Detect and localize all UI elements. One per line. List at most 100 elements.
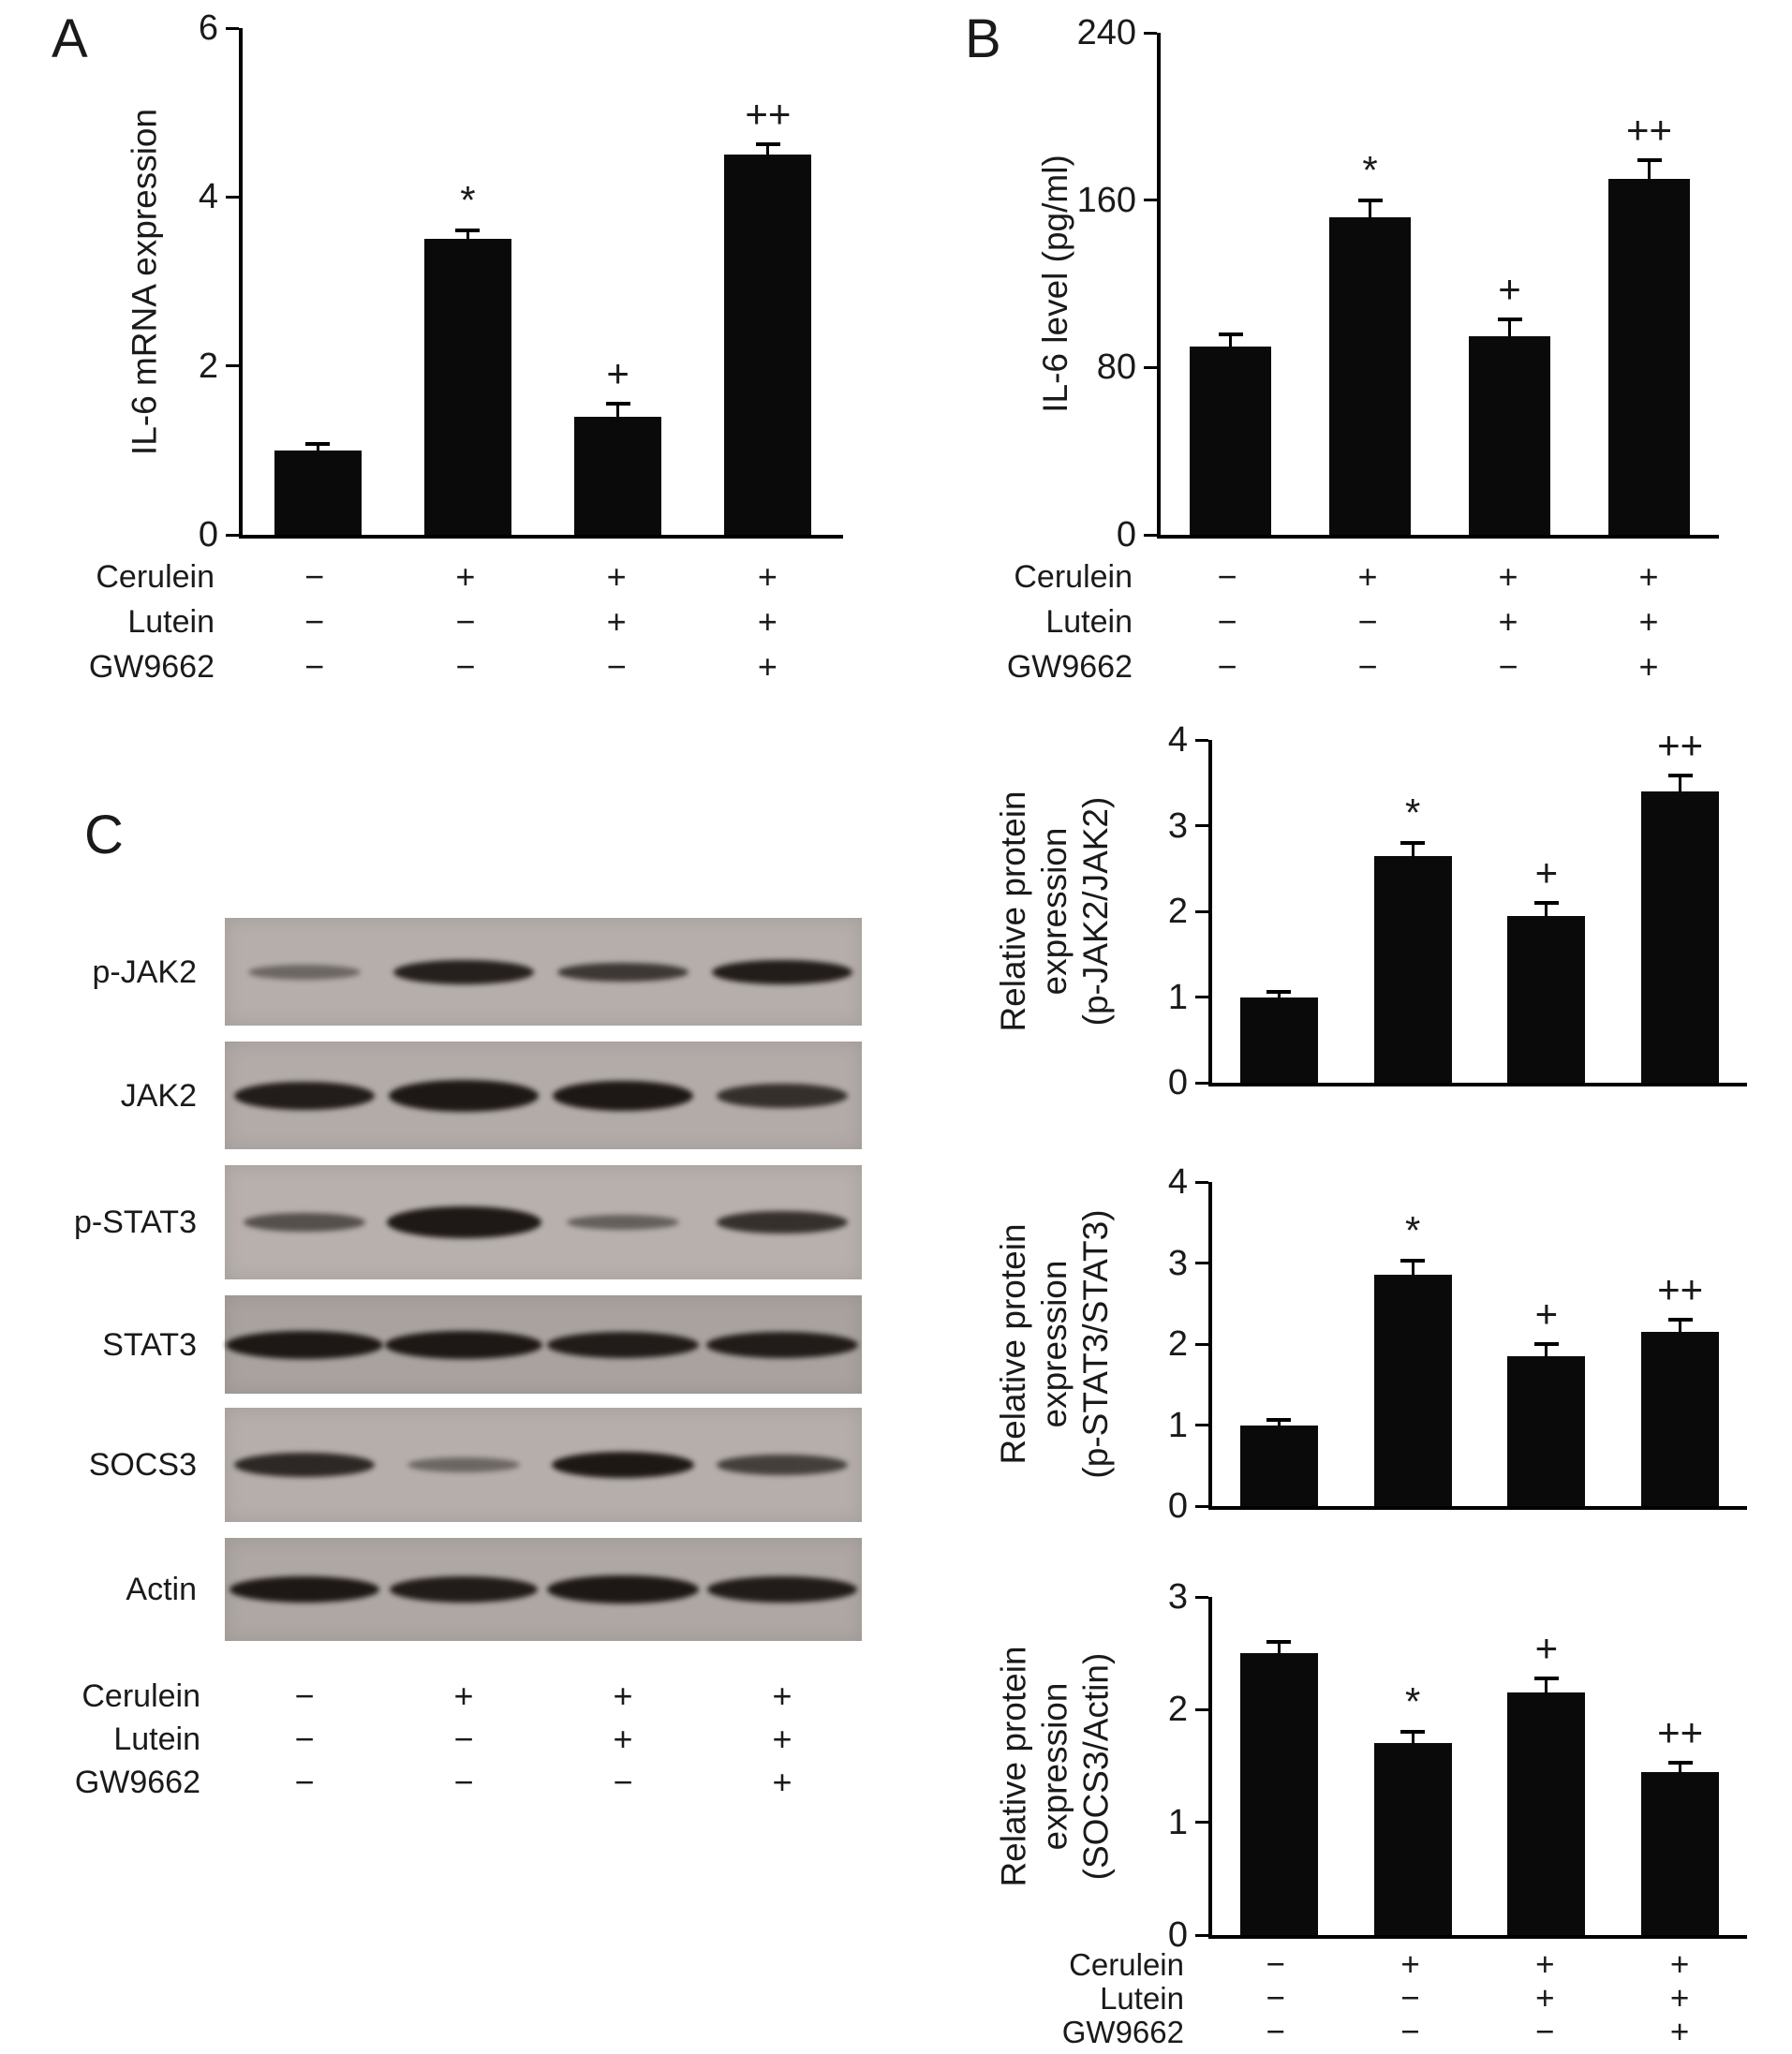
treatment-sign: −: [1400, 1980, 1420, 2017]
treatment-signs: − + + +: [239, 557, 843, 597]
protein-band: [234, 1081, 375, 1110]
treatment-sign: +: [772, 1763, 792, 1801]
treatment-signs: − − − +: [1157, 647, 1719, 687]
y-axis-label-line: expression: [1035, 1260, 1074, 1428]
error-bar-cap: [1497, 317, 1522, 321]
error-bar-line: [1679, 776, 1682, 791]
treatment-sign: +: [1357, 557, 1378, 596]
y-tick-label: 2: [198, 346, 218, 386]
protein-band: [717, 1455, 848, 1475]
treatment-sign: +: [1498, 602, 1518, 641]
protein-band: [717, 1083, 848, 1108]
treatment-row-label: Cerulein: [81, 1677, 200, 1714]
error-bar-cap: [1266, 1418, 1292, 1423]
treatment-sign: +: [1638, 602, 1659, 641]
y-axis-label: IL-6 level (pg/ml): [1035, 33, 1076, 535]
treatment-row: Cerulein − + + +: [56, 554, 843, 599]
treatment-sign: +: [1669, 1946, 1690, 1983]
treatment-row-label: GW9662: [88, 648, 215, 685]
blot-row-label: p-STAT3: [74, 1204, 197, 1240]
treatment-row-label: GW9662: [1006, 648, 1133, 685]
treatment-row-label: GW9662: [1061, 2015, 1184, 2049]
significance-annotation: *: [1404, 1679, 1421, 1724]
treatment-row: Lutein − − + +: [974, 599, 1719, 644]
treatment-sign: +: [613, 1720, 633, 1758]
significance-annotation: ++: [1657, 723, 1704, 768]
treatment-sign: +: [606, 557, 627, 596]
y-tick-mark: [1195, 1595, 1208, 1599]
treatment-row-label: Cerulein: [1069, 1947, 1184, 1982]
error-bar-cap: [455, 229, 481, 233]
error-bar-line: [1545, 1344, 1548, 1356]
treatment-sign: −: [1535, 2014, 1555, 2050]
error-bar-cap: [605, 402, 630, 406]
y-axis-label-line: expression: [1035, 827, 1074, 996]
panel-b-chart: 0 80 160 240 IL-6 level (pg/ml) * + ++: [1036, 14, 1719, 554]
error-bar-line: [1277, 1642, 1281, 1654]
panel-b-label: B: [965, 8, 1001, 69]
significance-annotation: *: [460, 178, 476, 223]
y-axis-label-line: Relative protein: [994, 1645, 1032, 1887]
blot-strip: [225, 1042, 862, 1149]
treatment-sign: −: [455, 602, 476, 641]
treatment-sign: +: [1498, 557, 1518, 596]
treatment-sign: +: [1535, 1946, 1555, 1983]
y-tick-label: 160: [1076, 180, 1136, 220]
y-tick-mark: [1195, 738, 1208, 742]
treatment-sign: +: [453, 1677, 474, 1715]
bar: [1239, 997, 1318, 1083]
y-tick-label: 1: [1167, 977, 1188, 1017]
protein-band: [712, 959, 852, 984]
y-tick-label: 2: [1167, 1690, 1188, 1730]
error-bar-cap: [1533, 900, 1559, 905]
protein-band: [552, 1452, 694, 1478]
protein-band: [389, 1079, 539, 1112]
bar: [1641, 1771, 1719, 1935]
significance-annotation: ++: [745, 92, 792, 137]
error-bar-cap: [1218, 332, 1243, 336]
significance-annotation: *: [1404, 790, 1421, 835]
y-tick-label: 2: [1167, 892, 1188, 931]
treatment-sign: −: [1217, 602, 1237, 641]
y-tick-mark: [226, 195, 239, 199]
panel-c-treatments: Cerulein − + + + Lutein − − + + GW9662 − − − +: [42, 1675, 862, 1804]
treatment-row-label: GW9662: [74, 1764, 200, 1800]
protein-band: [706, 1331, 858, 1358]
treatment-sign: +: [1535, 1980, 1555, 2017]
significance-annotation: +: [1534, 1625, 1559, 1670]
bar: [1507, 1692, 1586, 1935]
treatment-row-label: Lutein: [1045, 603, 1133, 640]
bar: [1641, 791, 1719, 1083]
treatment-sign: −: [294, 1763, 315, 1801]
error-bar-cap: [1400, 1730, 1426, 1735]
bar: [1239, 1653, 1318, 1935]
treatment-signs: − + + +: [1208, 1946, 1747, 1984]
bar: [574, 416, 662, 535]
blot-row-label: p-JAK2: [92, 953, 198, 990]
treatment-sign: +: [1669, 1980, 1690, 2017]
protein-band: [393, 959, 534, 984]
protein-band: [557, 962, 689, 982]
treatment-sign: +: [1638, 647, 1659, 686]
treatment-signs: − − − +: [239, 647, 843, 687]
y-axis-label-line: (p-STAT3/STAT3): [1076, 1209, 1115, 1479]
error-bar-line: [466, 230, 469, 240]
treatment-row: Lutein − − + +: [993, 1980, 1747, 2017]
treatment-signs: − + + +: [1157, 557, 1719, 597]
bar: [1329, 216, 1411, 535]
treatment-row: Cerulein − + + +: [974, 554, 1719, 599]
y-axis-label: IL-6 mRNA expression: [124, 28, 165, 535]
treatment-row: Lutein − − + +: [56, 599, 843, 644]
blot-row-label: JAK2: [120, 1077, 197, 1114]
y-tick-mark: [1195, 1504, 1208, 1508]
treatment-row-label: Lutein: [127, 603, 215, 640]
error-bar-cap: [1400, 840, 1426, 845]
y-tick-mark: [1144, 533, 1157, 537]
treatment-sign: −: [304, 602, 325, 641]
blot-row-label: Actin: [126, 1572, 197, 1607]
treatment-sign: −: [1217, 647, 1237, 686]
y-tick-mark: [1195, 1180, 1208, 1184]
y-tick-mark: [1195, 1933, 1208, 1937]
y-tick-mark: [1195, 909, 1208, 913]
